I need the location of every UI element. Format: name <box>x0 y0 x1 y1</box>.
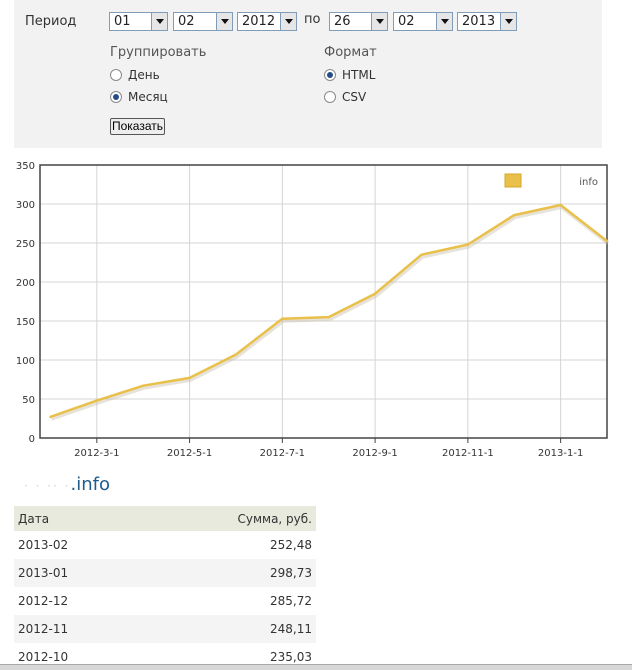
table-header-row: Дата Сумма, руб. <box>14 506 316 531</box>
data-point <box>420 253 423 256</box>
to-year-select[interactable]: 2013 <box>457 12 517 31</box>
table-cell-sum: 298,73 <box>138 559 316 587</box>
x-axis-ticks: 2012-3-1 2012-5-1 2012-7-1 2012-9-1 2012-11-… <box>74 438 583 459</box>
x-tick-label: 2012-7-1 <box>260 448 305 459</box>
y-axis-ticks: 0 50 100 150 200 250 300 350 <box>16 161 35 445</box>
plot-frame <box>39 164 608 439</box>
site-link[interactable]: · · ·· ·.info <box>24 474 110 495</box>
format-option-html-label: HTML <box>342 68 376 82</box>
table-cell-date: 2013-02 <box>18 538 69 552</box>
data-point <box>327 315 330 319</box>
column-header-sum: Сумма, руб. <box>138 506 316 531</box>
to-month-select[interactable]: 02 <box>393 12 453 31</box>
chevron-down-icon[interactable] <box>151 13 167 30</box>
y-tick-label: 0 <box>29 434 35 445</box>
period-label: Период <box>25 14 77 29</box>
column-header-date: Дата <box>14 506 139 531</box>
from-day-value: 01 <box>114 14 131 29</box>
legend-swatch <box>504 173 522 188</box>
group-title: Группировать <box>110 45 207 60</box>
group-option-month-label: Месяц <box>128 90 168 104</box>
data-point <box>605 239 609 243</box>
chevron-down-icon[interactable] <box>280 13 296 30</box>
site-link-blur: · · ·· · <box>24 479 71 493</box>
x-tick-label: 2012-3-1 <box>74 448 119 459</box>
y-tick-label: 200 <box>16 278 35 289</box>
format-title: Формат <box>324 45 377 60</box>
legend-label: info <box>579 177 598 188</box>
radio-html[interactable] <box>324 69 336 81</box>
table-cell-sum: 235,03 <box>270 650 312 664</box>
table-row: 2012-12 285,72 <box>14 587 316 615</box>
chevron-down-icon[interactable] <box>371 13 387 30</box>
to-year-value: 2013 <box>462 14 496 29</box>
format-option-csv-label: CSV <box>342 90 367 104</box>
table-cell-sum: 285,72 <box>270 594 312 608</box>
table-row: 2012-10 235,03 <box>14 643 316 671</box>
table-cell-sum: 248,11 <box>138 615 316 643</box>
table-row: 2012-11 248,11 <box>14 615 316 643</box>
table-cell-date: 2013-01 <box>14 559 139 587</box>
y-tick-label: 150 <box>16 317 35 328</box>
radio-day[interactable] <box>110 69 122 81</box>
data-point <box>49 415 52 419</box>
y-tick-label: 100 <box>16 356 35 367</box>
show-button[interactable]: Показать <box>110 118 165 135</box>
chevron-down-icon[interactable] <box>216 13 232 30</box>
from-month-select[interactable]: 02 <box>173 12 233 31</box>
y-tick-label: 350 <box>16 161 35 172</box>
series-line-shadow <box>50 205 610 421</box>
to-day-select[interactable]: 26 <box>329 12 388 31</box>
table-cell-date: 2012-12 <box>18 594 69 608</box>
radio-month[interactable] <box>110 91 122 103</box>
from-year-select[interactable]: 2012 <box>237 12 297 31</box>
data-point <box>513 213 516 217</box>
data-point <box>141 384 145 387</box>
to-day-value: 26 <box>334 14 351 29</box>
page-bottom-border <box>0 664 632 670</box>
data-point <box>95 399 99 402</box>
y-tick-label: 300 <box>16 200 35 211</box>
group-option-day-label: День <box>128 68 160 82</box>
x-tick-label: 2012-5-1 <box>167 448 212 459</box>
series-line <box>49 203 608 419</box>
radio-csv[interactable] <box>324 91 336 103</box>
data-point <box>234 353 238 356</box>
x-tick-label: 2013-1-1 <box>538 448 583 459</box>
from-day-select[interactable]: 01 <box>109 12 168 31</box>
data-point <box>373 292 377 295</box>
to-label: по <box>304 12 321 27</box>
report-table: Дата Сумма, руб. 2013-02 252,48 2013-01 … <box>14 506 316 671</box>
y-tick-label: 250 <box>16 239 35 250</box>
to-month-value: 02 <box>398 14 415 29</box>
table-cell-date: 2012-11 <box>14 615 139 643</box>
x-tick-label: 2012-9-1 <box>352 448 397 459</box>
table-cell-date: 2012-10 <box>18 650 69 664</box>
chart-series <box>49 203 610 421</box>
table-row: 2013-01 298,73 <box>14 559 316 587</box>
chart-legend: info <box>504 173 598 188</box>
table-row: 2013-02 252,48 <box>14 531 316 559</box>
table-cell-sum: 252,48 <box>270 538 312 552</box>
data-point <box>559 203 562 207</box>
site-link-domain: .info <box>70 474 110 495</box>
from-month-value: 02 <box>178 14 195 29</box>
chevron-down-icon[interactable] <box>436 13 452 30</box>
from-year-value: 2012 <box>242 14 276 29</box>
data-point <box>188 376 191 380</box>
data-point <box>466 243 470 246</box>
y-tick-label: 50 <box>22 395 35 406</box>
x-tick-label: 2012-11-1 <box>442 448 494 459</box>
chevron-down-icon[interactable] <box>500 13 516 30</box>
data-point <box>281 317 284 320</box>
chart-grid <box>40 164 607 439</box>
